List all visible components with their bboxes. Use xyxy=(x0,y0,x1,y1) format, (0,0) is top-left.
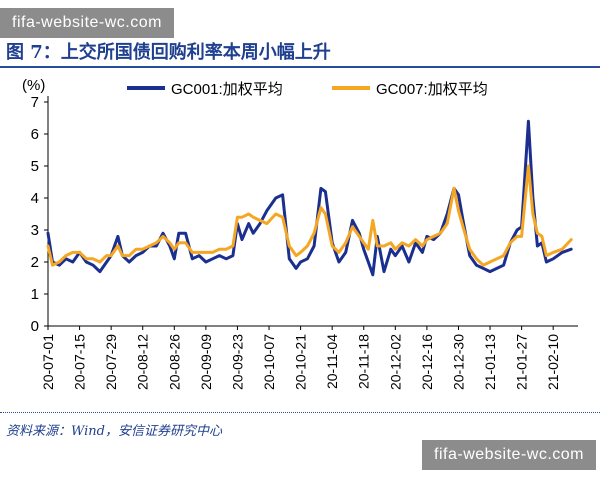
legend-label-1: GC001:加权平均 xyxy=(171,81,283,98)
series-lines xyxy=(46,119,573,277)
y-tick-label: 0 xyxy=(31,318,39,335)
x-tick-label: 20-07-01 xyxy=(40,334,56,390)
x-tick-label: 20-10-07 xyxy=(261,334,277,390)
line-chart: GC001:加权平均 GC007:加权平均 (%) 0 1 2 3 4 5 6 7 20-07-… xyxy=(22,77,578,390)
x-tick-label: 21-02-10 xyxy=(545,334,561,390)
series-line-1 xyxy=(46,119,573,277)
y-tick-label: 7 xyxy=(31,94,39,111)
x-tick-label: 20-12-02 xyxy=(387,334,403,390)
x-tick-label: 20-12-16 xyxy=(419,334,435,390)
watermark-top: fifa-website-wc.com xyxy=(0,8,174,38)
x-tick-label: 20-09-23 xyxy=(229,334,245,390)
x-tick-label: 20-11-18 xyxy=(356,334,372,389)
chart-axes xyxy=(47,96,578,327)
series-line-2 xyxy=(46,164,573,267)
title-divider xyxy=(0,66,600,68)
y-tick-label: 3 xyxy=(31,222,39,239)
x-tick-label: 20-08-26 xyxy=(166,334,182,390)
x-tick-label: 21-01-27 xyxy=(514,334,530,390)
y-axis-label: (%) xyxy=(22,77,45,94)
x-tick-label: 21-01-13 xyxy=(482,334,498,390)
footer-divider xyxy=(0,412,600,413)
figure-title: 图 7：上交所国债回购利率本周小幅上升 xyxy=(6,42,331,63)
y-tick-label: 4 xyxy=(31,190,39,207)
y-tick-label: 6 xyxy=(31,126,39,143)
x-tick-label: 20-10-21 xyxy=(293,334,309,390)
x-axis-ticks: 20-07-01 20-07-15 20-07-29 20-08-12 20-08-26… xyxy=(40,326,561,390)
x-tick-label: 20-11-04 xyxy=(324,334,340,389)
watermark-bottom: fifa-website-wc.com xyxy=(422,440,596,470)
chart-legend: GC001:加权平均 GC007:加权平均 xyxy=(127,81,488,98)
source-note: 资料来源：Wind，安信证券研究中心 xyxy=(6,424,222,439)
y-axis-ticks: 0 1 2 3 4 5 6 7 xyxy=(31,94,48,335)
x-tick-label: 20-12-30 xyxy=(450,334,466,390)
x-tick-label: 20-07-15 xyxy=(72,334,88,390)
y-tick-label: 5 xyxy=(31,158,39,175)
x-tick-label: 20-08-12 xyxy=(135,334,151,390)
y-tick-label: 2 xyxy=(31,254,39,271)
x-tick-label: 20-09-09 xyxy=(198,334,214,390)
x-tick-label: 20-07-29 xyxy=(103,334,119,390)
legend-label-2: GC007:加权平均 xyxy=(376,81,488,98)
y-tick-label: 1 xyxy=(31,286,39,303)
